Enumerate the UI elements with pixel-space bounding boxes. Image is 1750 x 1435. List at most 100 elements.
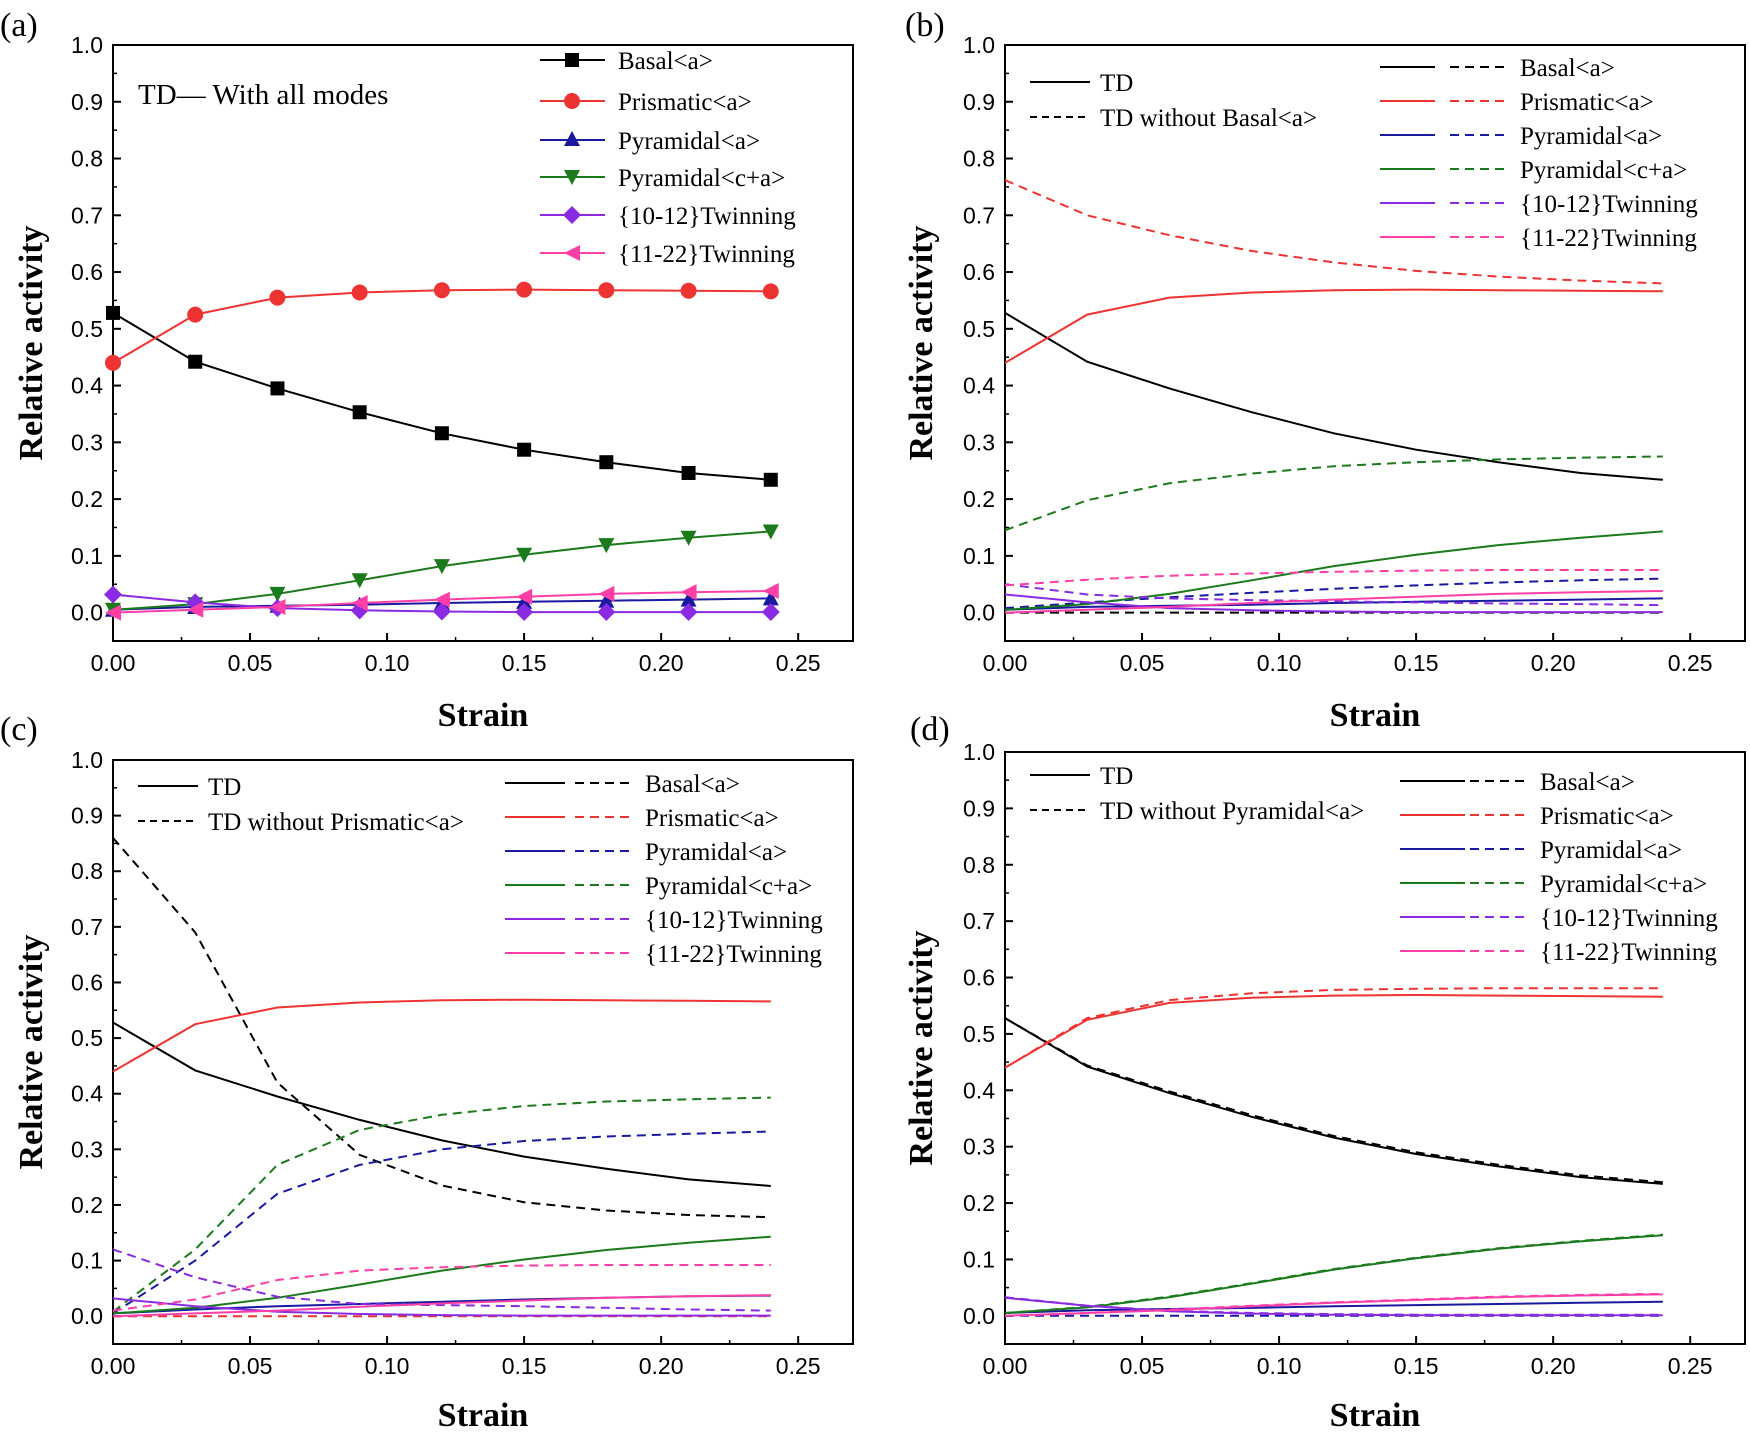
series-line-prismatic-a [112, 998, 771, 1073]
data-point-prismatic-a [598, 282, 615, 299]
legend-item: {11-22}Twinning [1400, 939, 1717, 966]
legend-label-pyramidal-ca: Pyramidal<c+a> [1520, 157, 1687, 184]
legend-label-prismatic: Prismatic<a> [618, 89, 752, 116]
x-tick-label: 0.10 [365, 1353, 410, 1379]
data-point-pyramidal-c-a [269, 586, 286, 602]
x-tick-label: 0.10 [1257, 1353, 1302, 1379]
panel-d-series [1004, 987, 1663, 1317]
x-tick-label: 0.10 [365, 650, 410, 676]
y-tick-label: 0.5 [963, 1021, 995, 1047]
legend-item: {10-12}Twinning [1400, 905, 1718, 932]
data-point-pyramidal-c-a [762, 524, 779, 540]
y-tick-label: 0.5 [963, 316, 995, 342]
y-tick-label: 0.1 [71, 1248, 103, 1274]
panel-a-ticks: 0.00 0.05 0.10 0.15 0.20 0.25 0.0 0.1 0.2 0.3 0.4 0… [71, 32, 821, 676]
y-tick-label: 0.3 [71, 1136, 103, 1162]
legend-item: Pyramidal<c+a> [540, 165, 785, 192]
y-tick-label: 1.0 [963, 739, 995, 765]
data-point-11-22-twinning [516, 588, 533, 605]
data-point-pyramidal-a [598, 592, 615, 608]
panel-c-ticks: 0.00 0.05 0.10 0.15 0.20 0.25 0.0 0.1 0.2 0.3 0.4 0… [71, 747, 821, 1379]
panel-a-x-axis-title: Strain [438, 697, 529, 734]
series-dashed-line-basal-a [112, 837, 771, 1219]
data-point-pyramidal-a [762, 590, 779, 606]
y-tick-label: 0.9 [71, 803, 103, 829]
panel-a-legend: Basal<a> Prismatic<a> Pyramidal<a> Pyram… [540, 48, 796, 268]
legend-item: Basal<a> [540, 48, 713, 75]
data-point-prismatic-a [269, 289, 286, 306]
panel-d: (d) 0.00 0.05 0.10 0.15 0.20 0.25 0.0 0.1 0.2 0.3… [903, 711, 1746, 1434]
x-tick-label: 0.25 [1668, 650, 1713, 676]
legend-item: Prismatic<a> [540, 89, 752, 116]
data-point-prismatic-a [351, 284, 368, 301]
y-tick-label: 0.9 [963, 795, 995, 821]
legend-label-twin-1012: {10-12}Twinning [1520, 191, 1698, 218]
series-dashed-line-11-22-twinning [1004, 1292, 1663, 1317]
series-line-pyramidal-c-a [1004, 530, 1663, 611]
data-point-pyramidal-c-a [598, 538, 615, 554]
x-tick-label: 0.10 [1257, 650, 1302, 676]
y-tick-label: 0.8 [963, 852, 995, 878]
legend-item: Prismatic<a> [1380, 89, 1654, 116]
legend-item: {11-22}Twinning [540, 241, 795, 268]
legend-label-pyramidal-a: Pyramidal<a> [618, 128, 760, 155]
x-tick-label: 0.25 [776, 1353, 821, 1379]
series-dashed-line-prismatic-a [1004, 179, 1663, 285]
legend-marker-triangle-down [564, 170, 580, 185]
legend-label-basal: Basal<a> [645, 771, 740, 798]
legend-label-prismatic: Prismatic<a> [1540, 803, 1674, 830]
y-tick-label: 0.2 [71, 486, 103, 512]
panel-d-label: (d) [910, 711, 950, 748]
panel-c-style-legend: TD TD without Prismatic<a> [138, 774, 464, 836]
y-tick-label: 0.3 [963, 429, 995, 455]
legend-marker-circle [564, 93, 580, 109]
legend-label-twin-1122: {11-22}Twinning [1520, 225, 1697, 252]
panel-d-plot-frame [1004, 751, 1746, 1345]
data-point-11-22-twinning [762, 583, 779, 600]
y-tick-label: 0.0 [963, 1303, 995, 1329]
legend-label-pyramidal-ca: Pyramidal<c+a> [645, 873, 812, 900]
legend-item: Basal<a> [505, 771, 740, 798]
x-tick-label: 0.20 [639, 650, 684, 676]
legend-marker-square [565, 53, 579, 67]
legend-label-twin-1012: {10-12}Twinning [645, 907, 823, 934]
y-tick-label: 0.2 [963, 1190, 995, 1216]
x-tick-label: 0.20 [1531, 650, 1576, 676]
panel-b-style-legend: TD TD without Basal<a> [1030, 70, 1317, 132]
series-dashed-line-prismatic-a [1004, 987, 1663, 1069]
y-tick-label: 0.7 [71, 914, 103, 940]
data-point-prismatic-a [187, 306, 204, 323]
legend-item: Basal<a> [1380, 55, 1615, 82]
y-tick-label: 0.5 [71, 1025, 103, 1051]
panel-c: (c) 0.00 0.05 0.10 0.15 0.20 0.25 0.0 0.1 0.2 0.3… [0, 711, 854, 1434]
legend-label-twin-1012: {10-12}Twinning [1540, 905, 1718, 932]
data-point-basal-a [352, 405, 367, 420]
y-tick-label: 0.4 [963, 1077, 995, 1103]
legend-item: {10-12}Twinning [505, 907, 823, 934]
legend-item: {10-12}Twinning [1380, 191, 1698, 218]
style-legend-dashed-label: TD without Basal<a> [1100, 105, 1317, 132]
legend-marker-diamond [563, 206, 581, 224]
panel-d-legend: Basal<a> Prismatic<a> Pyramidal<a> Pyram… [1400, 769, 1718, 966]
series-dashed-line-11-22-twinning [1004, 569, 1663, 587]
x-tick-label: 0.20 [1531, 1353, 1576, 1379]
panel-a-annotation: TD— With all modes [138, 79, 388, 111]
series-dashed-line-basal-a [1004, 1017, 1663, 1184]
data-point-10-12-twinning [761, 603, 780, 622]
legend-label-pyramidal-a: Pyramidal<a> [1540, 837, 1682, 864]
series-dashed-line-pyramidal-c-a [1004, 455, 1663, 532]
y-tick-label: 0.1 [71, 543, 103, 569]
y-tick-label: 0.6 [963, 965, 995, 991]
style-legend-dashed-label: TD without Pyramidal<a> [1100, 798, 1364, 825]
legend-item: {11-22}Twinning [1380, 225, 1697, 252]
y-tick-label: 0.0 [963, 600, 995, 626]
series-line-pyramidal-c-a [112, 1235, 771, 1315]
data-point-11-22-twinning [433, 591, 450, 608]
x-tick-label: 0.05 [228, 650, 273, 676]
y-tick-label: 0.9 [71, 89, 103, 115]
y-tick-label: 0.2 [963, 486, 995, 512]
data-point-pyramidal-c-a [516, 547, 533, 563]
data-point-basal-a [106, 305, 120, 320]
y-tick-label: 0.7 [71, 202, 103, 228]
legend-item: Pyramidal<c+a> [1400, 871, 1707, 898]
